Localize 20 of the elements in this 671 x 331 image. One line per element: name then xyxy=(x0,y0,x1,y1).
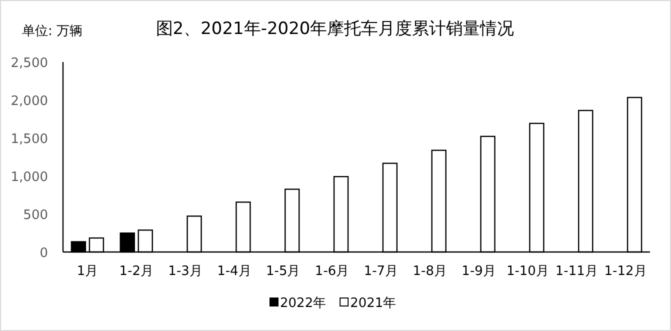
ytick: 1,500 xyxy=(10,132,48,147)
xtick: 1-7月 xyxy=(364,264,398,279)
xtick: 1-4月 xyxy=(217,264,252,279)
xtick: 1-2月 xyxy=(119,264,154,279)
ytick: 1,000 xyxy=(10,170,48,185)
ytick: 2,000 xyxy=(10,94,48,109)
annotation: 单位: 万辆 xyxy=(22,24,83,39)
xtick: 1-10月 xyxy=(506,264,549,279)
ytick: 500 xyxy=(23,208,48,223)
title: 图2、2021年-2020年摩托车月度累计销量情况 xyxy=(156,19,514,39)
xtick: 1-9月 xyxy=(462,264,496,279)
xtick: 1月 xyxy=(76,264,98,279)
xtick: 1-3月 xyxy=(168,264,202,279)
xtick: 1-6月 xyxy=(314,264,350,279)
ytick: 0 xyxy=(40,246,48,261)
xtick: 1-5月 xyxy=(266,264,300,279)
xtick: 1-12月 xyxy=(604,264,647,279)
xtick: 1-8月 xyxy=(412,264,447,279)
xtick: 1-11月 xyxy=(555,264,598,279)
ytick: 2,500 xyxy=(10,56,48,71)
